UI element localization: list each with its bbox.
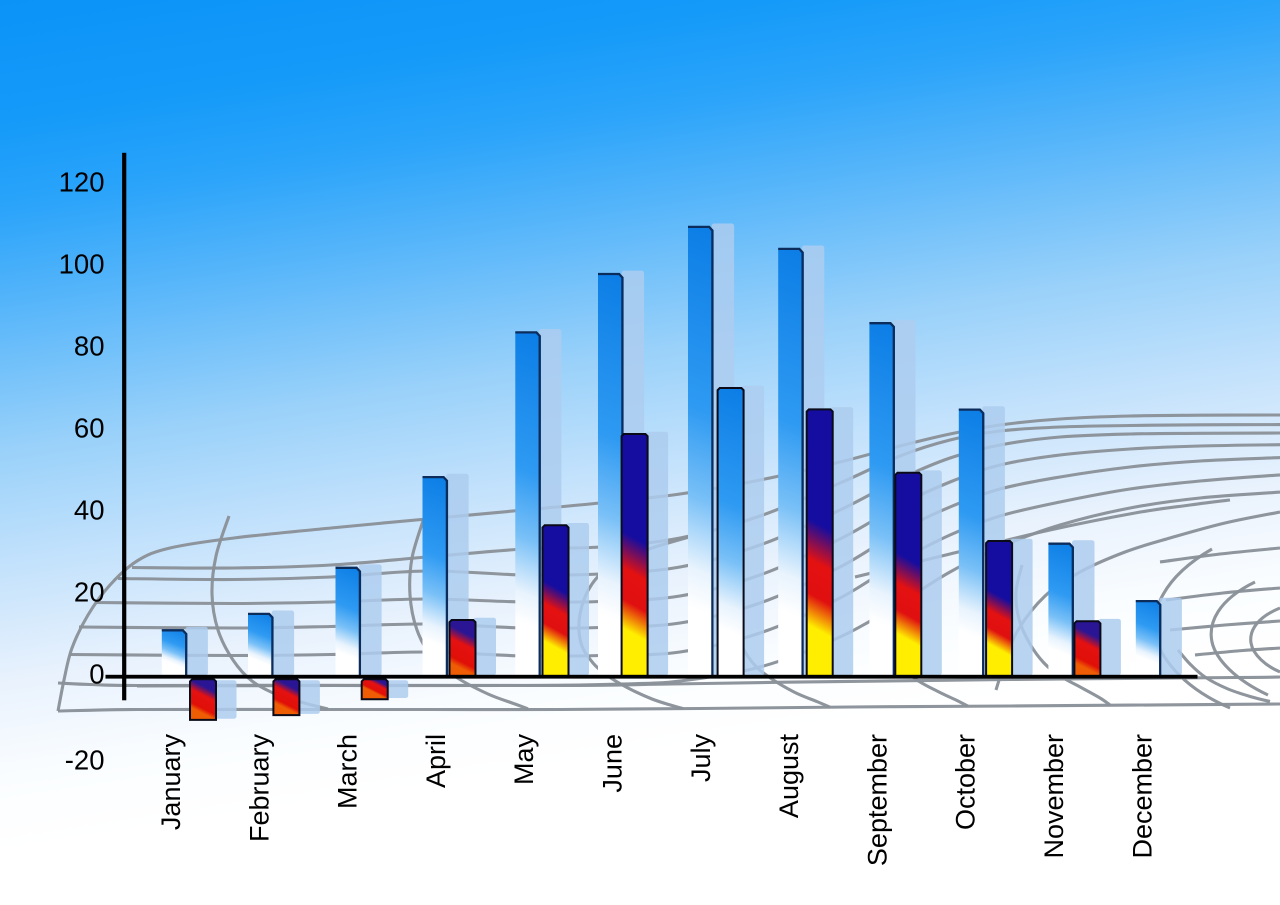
svg-text:May: May [509, 734, 539, 786]
svg-text:August: August [774, 734, 804, 819]
svg-text:80: 80 [74, 331, 105, 362]
svg-text:March: March [333, 734, 363, 809]
svg-text:October: October [951, 734, 981, 830]
svg-text:120: 120 [59, 167, 105, 198]
svg-text:-20: -20 [65, 745, 105, 776]
svg-text:January: January [156, 734, 186, 831]
svg-text:100: 100 [59, 249, 105, 280]
svg-text:60: 60 [74, 413, 105, 444]
svg-text:20: 20 [74, 577, 105, 608]
svg-text:September: September [862, 734, 892, 866]
svg-text:June: June [598, 734, 628, 793]
svg-text:April: April [421, 734, 451, 788]
svg-text:December: December [1127, 734, 1157, 859]
svg-text:0: 0 [89, 659, 104, 690]
svg-text:February: February [244, 734, 274, 843]
svg-text:July: July [686, 734, 716, 783]
svg-text:November: November [1039, 734, 1069, 859]
svg-text:40: 40 [74, 495, 105, 526]
